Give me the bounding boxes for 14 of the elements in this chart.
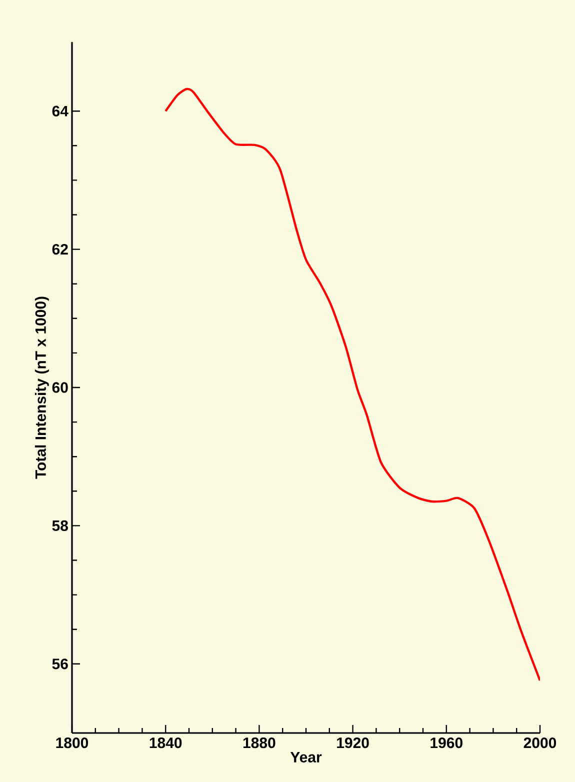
x-tick-label: 1920	[337, 738, 369, 748]
y-axis-title: Total Intensity (nT x 1000)	[34, 296, 49, 479]
line-series	[164, 88, 540, 682]
x-tick-label: 1960	[430, 738, 462, 748]
y-tick-label: 58	[52, 520, 68, 531]
y-tick-label: 60	[52, 382, 68, 393]
x-tick-label: 2000	[524, 738, 556, 748]
x-tick-label: 1880	[243, 738, 276, 748]
y-tick-label: 62	[52, 244, 68, 255]
x-tick-label: 1800	[56, 738, 88, 748]
y-tick-label: 64	[52, 106, 68, 116]
x-axis-title: Year	[290, 752, 322, 762]
y-tick-label: 56	[52, 658, 68, 670]
x-tick-label: 1840	[150, 738, 182, 748]
